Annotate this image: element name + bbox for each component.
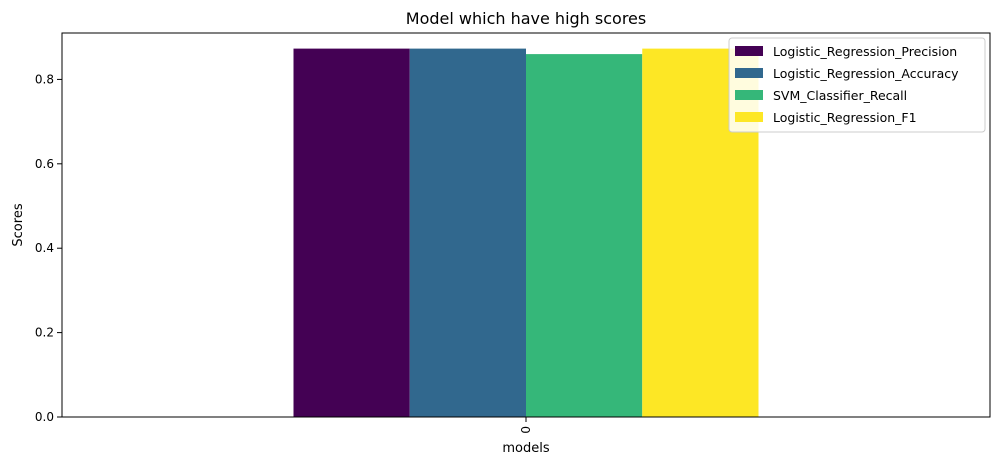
legend-swatch <box>735 112 763 122</box>
bar-logistic-regression-precision <box>293 48 410 418</box>
legend-swatch <box>735 46 763 56</box>
legend: Logistic_Regression_Precision Logistic_Re… <box>728 37 986 133</box>
y-tick-label: 0.8 <box>35 72 54 86</box>
y-tick-label: 0.0 <box>35 410 54 424</box>
plot-frame <box>61 32 991 418</box>
legend-swatch <box>735 68 763 78</box>
y-tick-label: 0.6 <box>35 157 54 171</box>
legend-box <box>728 37 986 133</box>
chart-title: Model which have high scores <box>406 9 646 28</box>
y-tick-label: 0.2 <box>35 326 54 340</box>
x-axis-label: models <box>502 441 549 456</box>
legend-entry-label: Logistic_Regression_F1 <box>773 110 917 125</box>
y-axis-label: Scores <box>11 203 26 246</box>
y-tick-label: 0.4 <box>35 241 54 255</box>
legend-entry-label: SVM_Classifier_Recall <box>773 88 907 103</box>
legend-entry-label: Logistic_Regression_Accuracy <box>773 66 959 81</box>
bars-layer <box>293 48 759 418</box>
legend-swatch <box>735 90 763 100</box>
y-axis: 0.0 0.2 0.4 0.6 0.8 <box>35 72 62 424</box>
legend-entry-label: Logistic_Regression_Precision <box>773 44 957 59</box>
x-tick-label: 0 <box>519 426 533 434</box>
bar-logistic-regression-accuracy <box>409 48 526 418</box>
x-axis: 0 <box>519 417 533 434</box>
bar-svm-classifier-recall <box>526 54 643 417</box>
